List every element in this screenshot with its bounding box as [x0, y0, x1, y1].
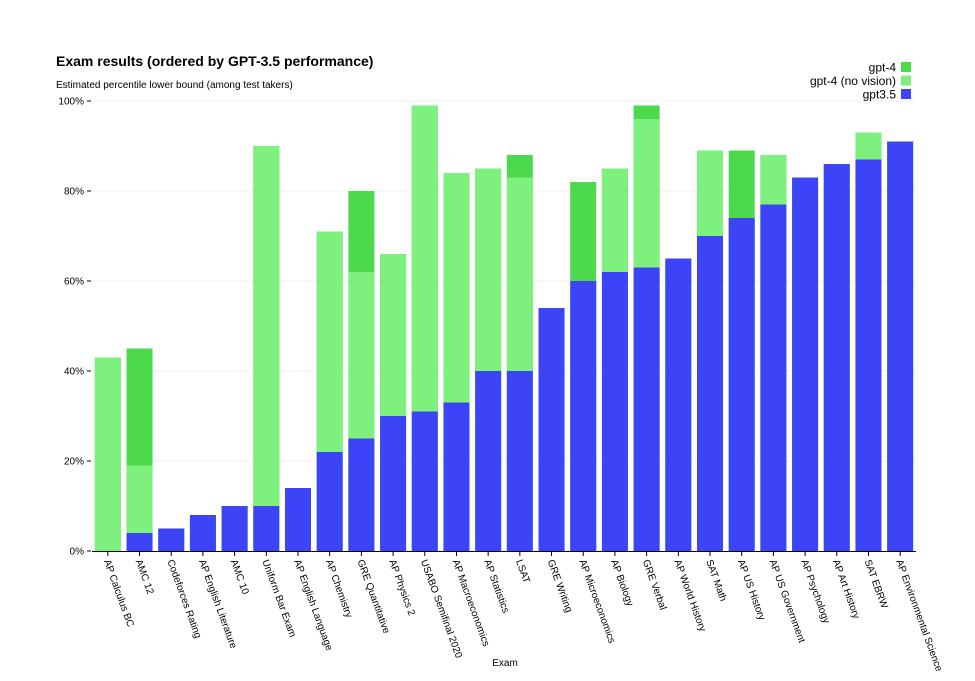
bar — [158, 528, 185, 551]
bar — [411, 411, 438, 551]
category-label: LSAT — [513, 558, 532, 585]
bar — [760, 204, 787, 551]
bar — [316, 452, 343, 551]
legend-label: gpt-4 — [869, 61, 897, 75]
bar — [221, 506, 248, 551]
legend-label: gpt3.5 — [863, 88, 897, 102]
category-label: AP Calculus BC — [101, 558, 136, 628]
series-1 — [94, 105, 914, 551]
y-tick-label: 20% — [64, 457, 84, 468]
bar — [380, 416, 407, 551]
bar — [253, 506, 280, 551]
category-label: GRE Writing — [545, 558, 574, 614]
bar — [189, 515, 216, 551]
y-tick-label: 100% — [58, 97, 84, 108]
category-label: AP Biology — [608, 558, 635, 608]
series-0 — [94, 105, 914, 551]
bar — [94, 357, 121, 551]
bar — [126, 533, 153, 551]
legend-swatch — [901, 75, 911, 86]
bar — [443, 402, 470, 551]
bar — [855, 159, 882, 551]
bar — [728, 218, 755, 551]
category-label: AMC 10 — [228, 558, 251, 596]
category-label: AP Art History — [830, 558, 862, 620]
bar — [285, 488, 311, 551]
legend-label: gpt-4 (no vision) — [810, 74, 896, 88]
chart-title: Exam results (ordered by GPT-3.5 perform… — [56, 53, 373, 69]
y-tick-label: 40% — [64, 367, 84, 378]
bar — [665, 258, 692, 551]
category-label: AP Statistics — [481, 558, 510, 614]
bar — [887, 141, 914, 551]
category-label: Codeforces Rating — [164, 558, 203, 640]
x-axis-title: Exam — [492, 658, 518, 669]
bar — [823, 164, 850, 551]
category-label: AP Microeconomics — [576, 558, 616, 645]
category-label: AP US Government — [767, 558, 807, 644]
y-axis: 0% 20% 40% 60% 80% 100% — [58, 97, 91, 558]
y-tick-label: 60% — [64, 277, 84, 288]
category-label: GRE Verbal — [640, 558, 668, 611]
series-2 — [126, 141, 914, 551]
bar — [506, 371, 533, 551]
category-label: AP US History — [735, 558, 767, 622]
bar — [697, 236, 723, 551]
category-label: GRE Quantitative — [355, 558, 392, 635]
category-label: AP Psychology — [798, 558, 831, 625]
bar — [570, 281, 597, 551]
category-label: AMC 12 — [133, 558, 156, 596]
y-tick-label: 80% — [64, 187, 84, 198]
bar — [792, 177, 819, 551]
category-label: Uniform Bar Exam — [259, 558, 297, 639]
category-label: AP Environmental Science — [893, 558, 944, 673]
category-label: SAT EBRW — [862, 558, 890, 610]
category-label: AP World History — [671, 558, 707, 633]
bar — [633, 267, 660, 551]
category-label: AP Chemistry — [323, 558, 354, 619]
y-tick-label: 0% — [70, 547, 85, 558]
legend-swatch — [901, 62, 911, 72]
bar — [475, 371, 502, 551]
bar — [601, 272, 628, 551]
bar — [538, 308, 565, 551]
category-label: SAT Math — [703, 558, 728, 603]
legend-swatch — [901, 89, 911, 99]
bar — [348, 438, 375, 551]
category-label: AP Physics 2 — [386, 558, 417, 617]
chart-subtitle: Estimated percentile lower bound (among … — [56, 80, 293, 91]
bars — [94, 105, 914, 551]
bar — [253, 146, 280, 551]
